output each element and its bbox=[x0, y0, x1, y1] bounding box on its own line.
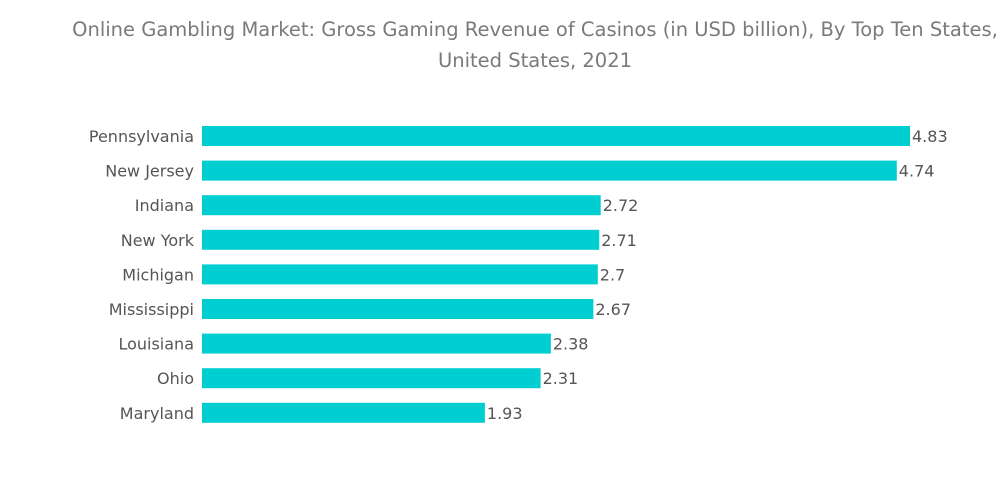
bar bbox=[202, 195, 601, 216]
value-label: 4.74 bbox=[899, 162, 935, 181]
bar bbox=[202, 333, 551, 354]
category-label: New Jersey bbox=[105, 162, 194, 181]
category-label: Mississippi bbox=[109, 300, 194, 319]
category-label: Indiana bbox=[135, 196, 194, 215]
bar bbox=[202, 126, 910, 146]
category-label: Pennsylvania bbox=[89, 127, 194, 146]
bar bbox=[202, 368, 541, 389]
category-label: Maryland bbox=[120, 404, 194, 423]
bar bbox=[202, 229, 600, 250]
category-label: New York bbox=[121, 231, 195, 250]
category-label: Ohio bbox=[157, 369, 194, 388]
bar bbox=[202, 299, 594, 319]
bar bbox=[202, 402, 485, 423]
category-label: Michigan bbox=[122, 265, 194, 284]
value-label: 2.72 bbox=[603, 196, 639, 215]
chart-title: Online Gambling Market: Gross Gaming Rev… bbox=[72, 18, 998, 72]
value-label: 2.38 bbox=[553, 335, 589, 354]
bar bbox=[202, 264, 598, 285]
bar bbox=[202, 160, 897, 181]
category-label: Louisiana bbox=[118, 335, 194, 354]
value-label: 2.71 bbox=[601, 231, 637, 250]
value-label: 1.93 bbox=[487, 404, 523, 423]
value-label: 4.83 bbox=[912, 127, 948, 146]
value-label: 2.7 bbox=[600, 265, 625, 284]
value-label: 2.67 bbox=[595, 300, 631, 319]
value-label: 2.31 bbox=[543, 369, 579, 388]
